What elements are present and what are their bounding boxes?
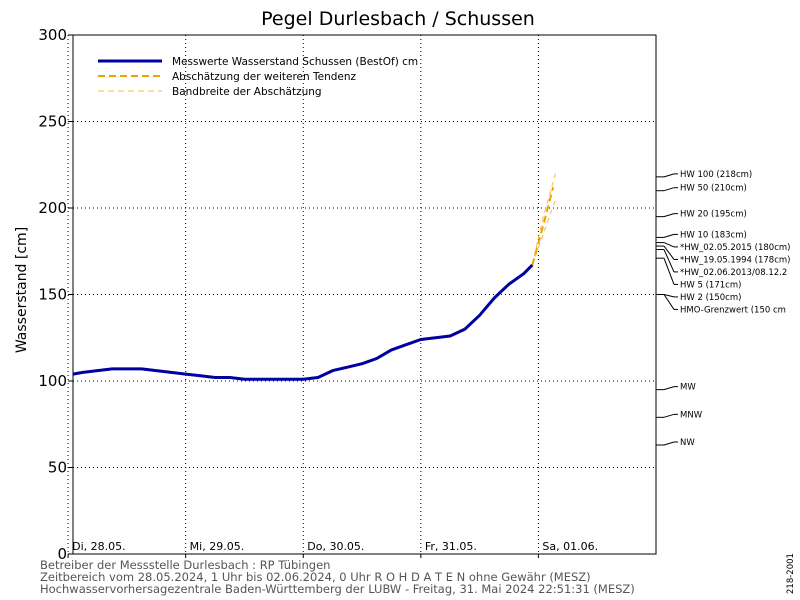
chart-title: Pegel Durlesbach / Schussen xyxy=(261,8,535,30)
threshold-label-9: HMO-Grenzwert (150 cm xyxy=(680,305,786,315)
threshold-label-8: HW 2 (150cm) xyxy=(680,293,741,303)
x-tick-label-3: Fr, 31.05. xyxy=(425,540,477,553)
footer-source: Hochwasservorhersagezentrale Baden-Württ… xyxy=(40,582,635,596)
y-axis: 0 50 100 150 200 250 300 xyxy=(38,26,73,563)
threshold-leader-12 xyxy=(663,441,675,446)
legend: Messwerte Wasserstand Schussen (BestOf) … xyxy=(98,56,418,98)
threshold-leader-9 xyxy=(663,294,675,310)
y-tick-label-100: 100 xyxy=(38,372,67,390)
threshold-leader-7 xyxy=(663,257,675,285)
x-tick-label-0: Di, 28.05. xyxy=(72,540,126,553)
threshold-label-3: HW 10 (183cm) xyxy=(680,230,747,240)
threshold-leader-10 xyxy=(663,386,675,391)
y-tick-label-0: 0 xyxy=(57,545,67,563)
threshold-label-6: *HW_02.06.2013/08.12.2 xyxy=(680,268,787,278)
threshold-label-7: HW 5 (171cm) xyxy=(680,280,741,290)
band-upper-line xyxy=(531,173,557,266)
y-tick-label-250: 250 xyxy=(38,113,67,131)
y-axis-label: Wasserstand [cm] xyxy=(14,227,30,353)
trend-line xyxy=(531,186,555,266)
grid xyxy=(67,35,656,554)
measured-line xyxy=(72,264,534,381)
x-tick-label-4: Sa, 01.06. xyxy=(542,540,598,553)
threshold-leader-4 xyxy=(663,242,675,248)
threshold-label-4: *HW_02.05.2015 (180cm) xyxy=(680,243,790,253)
band-lower-line xyxy=(531,199,557,266)
y-tick-label-150: 150 xyxy=(38,286,67,304)
x-axis: Di, 28.05. Mi, 29.05. Do, 30.05. Fr, 31.05.… xyxy=(67,540,598,558)
y-tick-label-200: 200 xyxy=(38,199,67,217)
threshold-leader-3 xyxy=(663,233,675,238)
threshold-leader-11 xyxy=(663,413,675,418)
threshold-label-11: MNW xyxy=(680,410,703,420)
threshold-label-12: NW xyxy=(680,438,695,448)
threshold-leader-2 xyxy=(663,213,675,218)
legend-entry-band: Bandbreite der Abschätzung xyxy=(172,86,322,98)
threshold-leader-5 xyxy=(663,245,675,260)
threshold-label-10: MW xyxy=(680,383,696,393)
legend-entry-trend: Abschätzung der weiteren Tendenz xyxy=(172,71,357,83)
footer-operator: Betreiber der Messstelle Durlesbach : RP… xyxy=(40,558,330,572)
series-layer xyxy=(72,173,557,381)
threshold-leader-8 xyxy=(663,294,675,298)
y-tick-label-300: 300 xyxy=(38,26,67,44)
plot-frame xyxy=(72,34,657,555)
legend-entry-measured: Messwerte Wasserstand Schussen (BestOf) … xyxy=(172,56,418,68)
threshold-leader-6 xyxy=(663,249,675,273)
footer-time-range: Zeitbereich vom 28.05.2024, 1 Uhr bis 02… xyxy=(40,570,591,584)
threshold-markers: HW 100 (218cm) HW 50 (210cm) HW 20 (195cm)… xyxy=(656,170,790,448)
threshold-leader-0 xyxy=(663,173,675,178)
x-tick-label-2: Do, 30.05. xyxy=(307,540,364,553)
threshold-label-2: HW 20 (195cm) xyxy=(680,210,747,220)
threshold-leader-1 xyxy=(663,187,675,192)
threshold-label-5: *HW_19.05.1994 (178cm) xyxy=(680,255,790,265)
side-code: 218-2001 xyxy=(786,553,796,594)
x-tick-label-1: Mi, 29.05. xyxy=(190,540,245,553)
threshold-label-1: HW 50 (210cm) xyxy=(680,184,747,194)
threshold-label-0: HW 100 (218cm) xyxy=(680,170,752,180)
y-tick-label-50: 50 xyxy=(48,459,67,477)
